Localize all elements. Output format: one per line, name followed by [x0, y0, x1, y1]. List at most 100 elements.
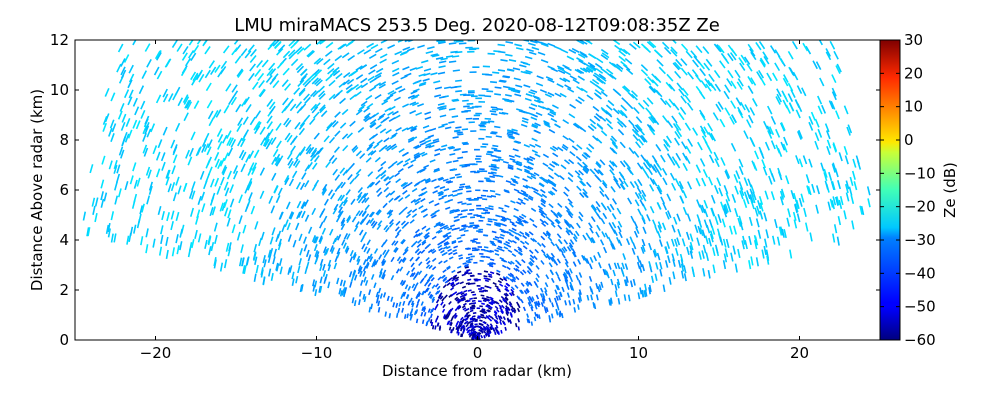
radar-gate [685, 50, 693, 59]
radar-gate [322, 183, 328, 191]
radar-gate [397, 40, 406, 43]
radar-gate [655, 89, 663, 98]
radar-gate [382, 116, 390, 122]
radar-gate [444, 126, 452, 130]
radar-gate [429, 313, 433, 319]
radar-gate [497, 158, 504, 161]
radar-gate [409, 256, 414, 262]
radar-gate [457, 201, 463, 204]
radar-gate [108, 127, 113, 137]
radar-gate [361, 197, 367, 204]
radar-gate [270, 136, 277, 145]
radar-gate [410, 300, 415, 306]
radar-gate [471, 326, 476, 330]
radar-gate [323, 248, 328, 256]
radar-gate [441, 144, 448, 148]
radar-gate [793, 219, 798, 229]
radar-gate [725, 169, 731, 179]
radar-gate [636, 162, 643, 170]
radar-gate [474, 148, 480, 151]
radar-gate [557, 202, 563, 208]
radar-gate [843, 105, 849, 115]
radar-gate [133, 193, 138, 203]
radar-gate [183, 96, 190, 105]
radar-gate [526, 280, 531, 286]
radar-gate [621, 97, 629, 104]
radar-gate [625, 238, 631, 246]
radar-gate [548, 315, 551, 320]
radar-gate [668, 277, 672, 285]
radar-gate [205, 82, 212, 92]
radar-gate [574, 122, 581, 128]
radar-gate [577, 259, 582, 265]
radar-gate [481, 88, 489, 91]
radar-gate [478, 219, 484, 222]
radar-gate [167, 183, 172, 193]
radar-gate [473, 199, 479, 201]
radar-gate [472, 293, 477, 296]
radar-gate [702, 46, 710, 55]
radar-gate [339, 122, 347, 129]
radar-gate [390, 274, 395, 281]
radar-gate [395, 178, 401, 184]
radar-gate [599, 159, 606, 166]
radar-gate [287, 267, 291, 275]
radar-gate [428, 200, 435, 204]
radar-gate [528, 262, 533, 267]
radar-gate [220, 60, 228, 70]
radar-gate [599, 239, 605, 246]
radar-gate [365, 255, 370, 262]
radar-gate [516, 108, 523, 112]
radar-gate [244, 203, 250, 213]
radar-gate [805, 45, 812, 55]
radar-gate [291, 271, 295, 280]
radar-gate [557, 224, 563, 230]
radar-gate [699, 109, 706, 119]
radar-gate [341, 239, 346, 246]
radar-gate [652, 219, 657, 227]
radar-gate [573, 233, 578, 240]
radar-gate [490, 80, 498, 84]
radar-gate [222, 166, 228, 176]
radar-gate [765, 249, 770, 259]
radar-gate [563, 191, 569, 197]
radar-gate [820, 162, 825, 172]
radar-gate [511, 276, 517, 281]
radar-gate [188, 189, 194, 199]
radar-gate [808, 116, 814, 125]
radar-gate [646, 41, 655, 49]
radar-gate [458, 320, 462, 325]
radar-gate [208, 246, 212, 256]
radar-gate [373, 82, 382, 88]
radar-gate [814, 118, 820, 128]
radar-gate [464, 264, 469, 268]
radar-gate [191, 181, 196, 191]
radar-gate [242, 116, 249, 125]
radar-gate [492, 328, 496, 332]
radar-gate [678, 180, 684, 190]
radar-gate [513, 248, 519, 253]
radar-gate [270, 205, 276, 214]
radar-gate [625, 276, 629, 283]
radar-gate [240, 48, 248, 57]
radar-gate [498, 317, 502, 322]
radar-gate [656, 186, 662, 194]
radar-gate [438, 326, 442, 331]
radar-gate [475, 189, 481, 192]
radar-gate [314, 78, 322, 86]
radar-gate [595, 160, 602, 168]
radar-gate [397, 307, 401, 314]
radar-gate [111, 123, 117, 133]
radar-gate [224, 207, 229, 217]
radar-gate [632, 278, 636, 286]
radar-gate [494, 284, 499, 289]
radar-gate [491, 262, 496, 265]
radar-gate [415, 303, 419, 308]
radar-gate [666, 73, 674, 82]
radar-gate [379, 293, 383, 299]
radar-gate [561, 312, 564, 319]
radar-gate [266, 121, 273, 130]
radar-gate [523, 84, 531, 88]
radar-gates [82, 40, 871, 340]
radar-gate [374, 156, 381, 163]
